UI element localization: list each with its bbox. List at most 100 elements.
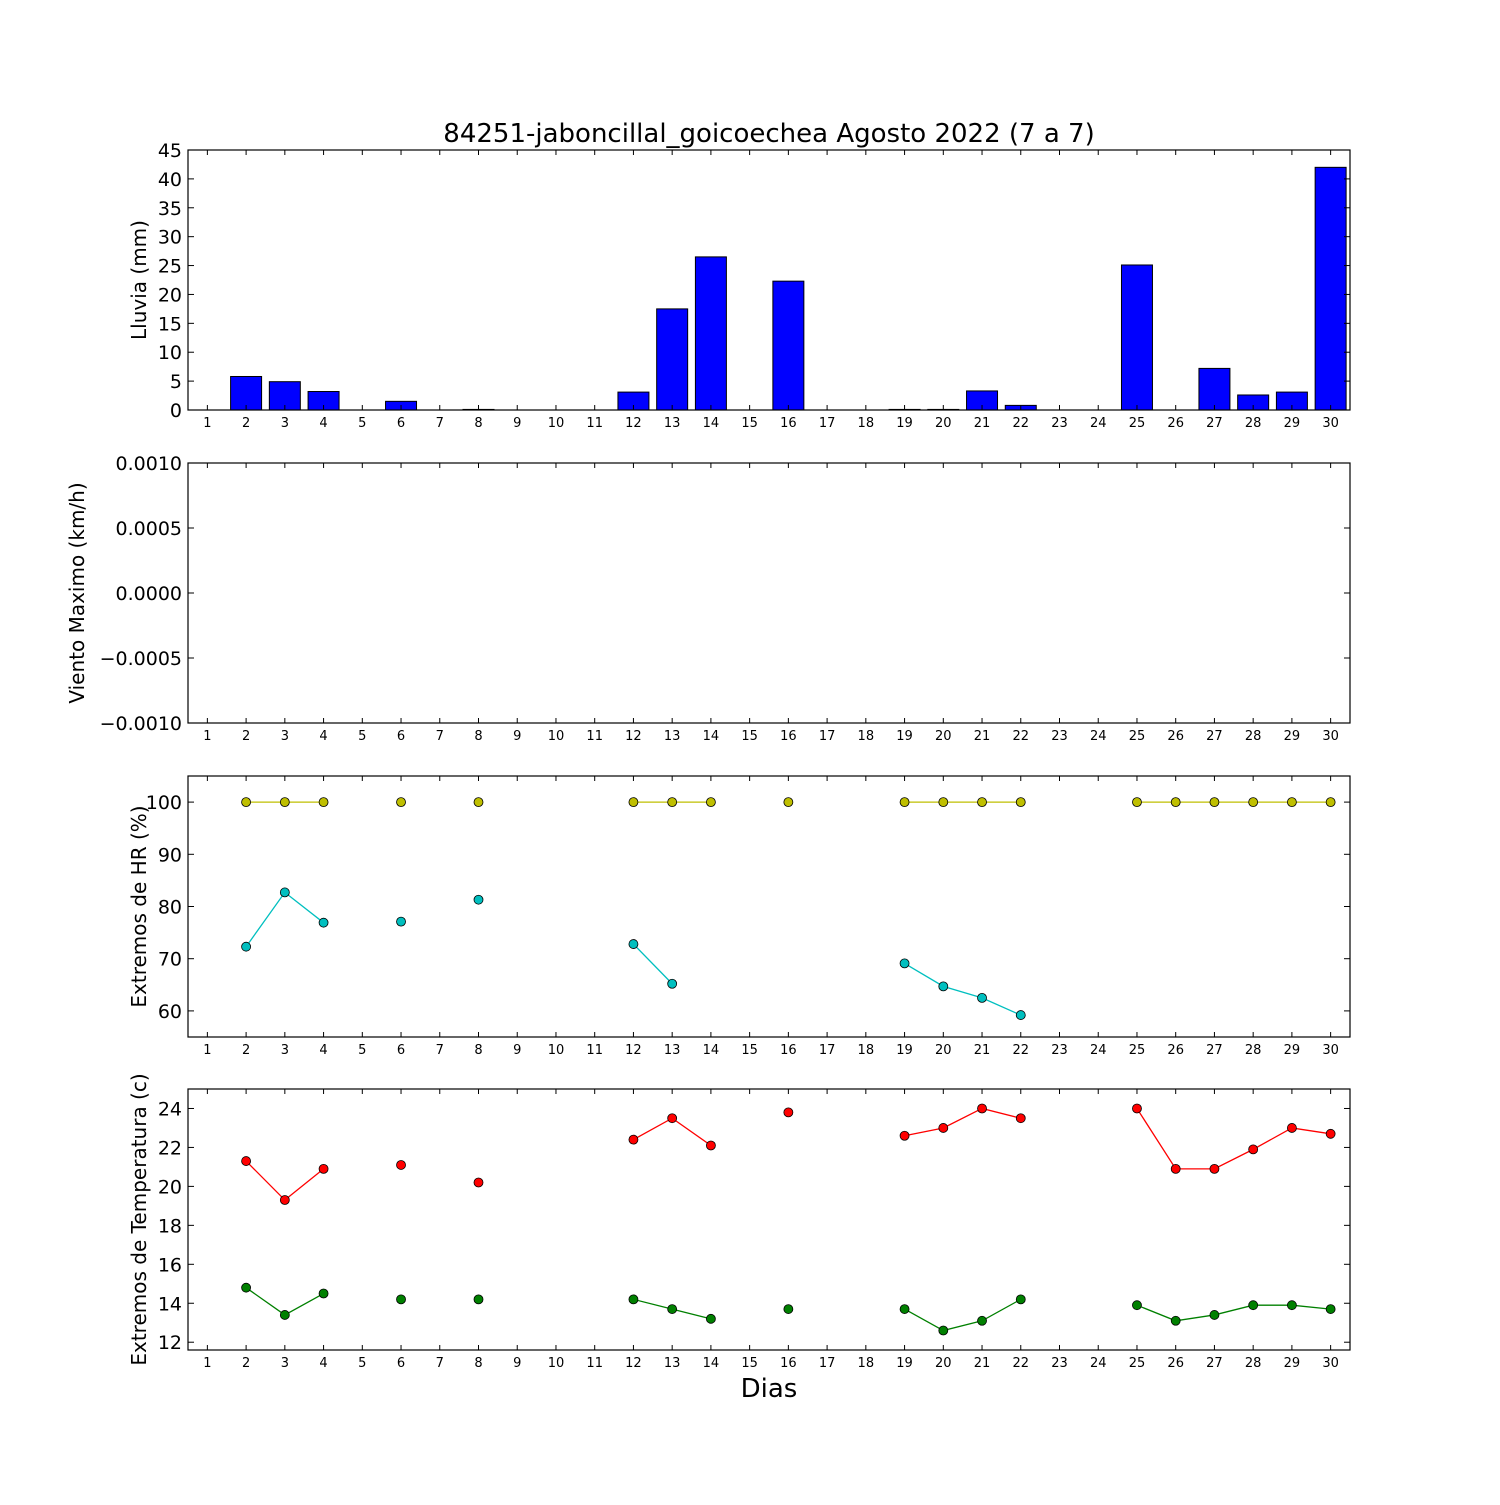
data-point xyxy=(706,797,716,807)
x-tick-label: 3 xyxy=(281,1356,289,1371)
y-tick-label: 22 xyxy=(158,1137,182,1159)
series-line xyxy=(245,1160,324,1201)
x-tick-label: 26 xyxy=(1167,729,1184,744)
x-tick-label: 25 xyxy=(1129,416,1146,431)
y-tick-label: 90 xyxy=(158,844,182,866)
x-tick-label: 23 xyxy=(1051,729,1068,744)
data-point xyxy=(1209,1310,1220,1320)
x-tick-label: 4 xyxy=(319,416,327,431)
x-tick-label: 16 xyxy=(780,416,797,431)
x-tick-label: 30 xyxy=(1322,729,1339,744)
x-tick-label: 1 xyxy=(203,1356,211,1371)
data-point xyxy=(1015,1010,1026,1020)
data-point xyxy=(899,1304,910,1314)
x-tick-label: 15 xyxy=(741,416,758,431)
x-tick-label: 28 xyxy=(1245,1356,1262,1371)
x-tick-label: 4 xyxy=(319,1043,327,1058)
x-tick-label: 11 xyxy=(586,1043,603,1058)
y-tick-label: 24 xyxy=(158,1098,182,1120)
x-tick-label: 11 xyxy=(586,729,603,744)
data-point xyxy=(628,1294,639,1305)
data-point xyxy=(706,1140,716,1151)
y-tick-label: 60 xyxy=(158,1001,182,1023)
x-tick-label: 13 xyxy=(664,416,681,431)
data-point xyxy=(318,1288,329,1299)
x-tick-label: 7 xyxy=(436,729,444,744)
y-tick-label: 25 xyxy=(158,256,182,278)
y-axis-label: Lluvia (mm) xyxy=(127,220,151,340)
x-tick-label: 15 xyxy=(741,1356,758,1371)
x-tick-label: 5 xyxy=(358,729,366,744)
data-point xyxy=(241,1282,252,1293)
rain-bar xyxy=(656,308,689,411)
x-tick-label: 26 xyxy=(1167,416,1184,431)
series-line xyxy=(1136,1108,1331,1170)
data-point xyxy=(473,1294,484,1305)
x-tick-label: 7 xyxy=(436,1043,444,1058)
data-point xyxy=(1287,1123,1297,1133)
data-point xyxy=(279,887,290,898)
x-tick-label: 18 xyxy=(858,1043,875,1058)
data-point xyxy=(977,1315,987,1326)
panel-wind: 1 2 3 4 5 6 7 8 9 10 11 12 13 14 15 16 17 18 19 20 21 22 23 24 2… xyxy=(65,453,1351,744)
x-tick-label: 15 xyxy=(741,729,758,744)
data-point xyxy=(1325,1304,1336,1314)
plot-frame xyxy=(187,775,1351,1038)
x-tick-label: 28 xyxy=(1245,416,1262,431)
x-tick-label: 21 xyxy=(974,729,991,744)
y-tick-label: 16 xyxy=(158,1254,182,1276)
y-axis-label: Extremos de Temperatura (c) xyxy=(127,1073,151,1365)
x-tick-label: 17 xyxy=(819,729,836,744)
x-tick-label: 9 xyxy=(513,416,521,431)
data-point xyxy=(279,797,290,807)
x-tick-label: 9 xyxy=(513,729,521,744)
x-tick-label: 17 xyxy=(819,1043,836,1058)
plot-frame xyxy=(187,462,1351,724)
rain-bar xyxy=(1120,264,1153,411)
y-tick-label: 0 xyxy=(170,400,182,422)
data-point xyxy=(938,797,949,807)
x-tick-label: 17 xyxy=(819,1356,836,1371)
x-tick-label: 13 xyxy=(664,729,681,744)
data-point xyxy=(318,1163,329,1174)
x-tick-label: 14 xyxy=(703,1043,720,1058)
x-tick-label: 1 xyxy=(203,729,211,744)
y-tick-label: 45 xyxy=(158,140,182,162)
x-tick-label: 24 xyxy=(1090,1356,1107,1371)
y-tick-label: −0.0005 xyxy=(100,648,182,670)
data-point xyxy=(783,1107,794,1118)
data-point xyxy=(977,992,987,1003)
y-tick-label: 20 xyxy=(158,284,182,306)
data-point xyxy=(318,797,329,807)
data-point xyxy=(1132,1300,1142,1311)
data-point xyxy=(783,1304,794,1314)
y-tick-label: 14 xyxy=(158,1293,182,1315)
x-tick-label: 29 xyxy=(1284,1043,1301,1058)
y-tick-label: 0.0000 xyxy=(116,583,182,605)
x-tick-label: 12 xyxy=(625,1043,642,1058)
data-point xyxy=(628,1134,639,1145)
rain-bar xyxy=(1198,367,1231,411)
data-point xyxy=(667,797,678,807)
x-tick-label: 10 xyxy=(548,1356,565,1371)
y-tick-label: 18 xyxy=(158,1215,182,1237)
x-tick-label: 20 xyxy=(935,1356,952,1371)
data-point xyxy=(1132,1103,1142,1114)
y-tick-label: 40 xyxy=(158,169,182,191)
x-tick-label: 6 xyxy=(397,416,405,431)
x-tick-label: 17 xyxy=(819,416,836,431)
data-point xyxy=(279,1310,290,1320)
data-point xyxy=(1132,797,1142,807)
x-tick-label: 23 xyxy=(1051,416,1068,431)
data-point xyxy=(241,1156,252,1166)
series-line xyxy=(904,1107,1021,1137)
x-tick-label: 24 xyxy=(1090,1043,1107,1058)
x-tick-label: 13 xyxy=(664,1043,681,1058)
panel-rain: 1 2 3 4 5 6 7 8 9 10 11 12 13 14 15 16 17 18 19 20 21 22 23 24 2… xyxy=(127,140,1351,431)
data-point xyxy=(1170,1315,1181,1326)
data-point xyxy=(241,797,252,807)
data-point xyxy=(667,978,678,989)
x-tick-label: 19 xyxy=(896,1356,913,1371)
data-point xyxy=(1287,1300,1297,1311)
